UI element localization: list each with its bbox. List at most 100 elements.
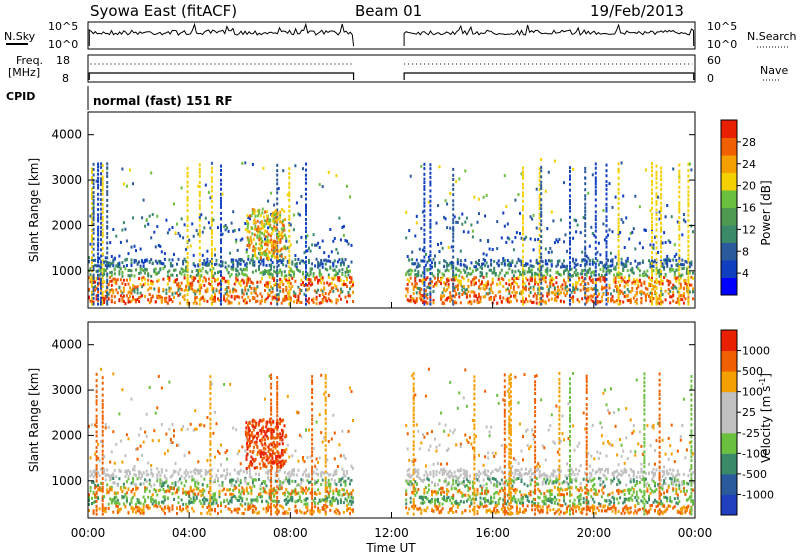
echo-cell [506,287,509,291]
echo-cell [278,234,281,238]
echo-cell [470,272,473,276]
echo-cell [573,218,576,222]
echo-cell [453,286,456,290]
echo-cell [220,509,222,513]
echo-cell [555,238,558,242]
echo-cell [408,258,411,262]
echo-cell [254,498,257,502]
echo-cell [244,502,247,506]
echo-cell [667,288,670,291]
echo-cell [195,296,198,299]
echo-cell [186,289,189,292]
echo-cell [443,215,446,219]
echo-cell [274,293,277,297]
echo-cell [523,286,526,290]
echo-cell [467,271,470,275]
echo-cell [210,170,213,174]
echo-cell [200,273,203,277]
echo-cell [88,502,90,506]
echo-cell [186,302,189,306]
echo-cell [493,270,496,274]
echo-cell [232,265,235,269]
echo-cell [318,271,321,275]
echo-cell [160,468,163,472]
echo-cell [429,263,432,267]
echo-cell [462,263,465,267]
echo-cell [452,286,455,289]
echo-cell [198,240,201,244]
echo-cell [221,260,224,264]
echo-cell [569,293,571,297]
echo-cell [522,255,524,259]
echo-cell [452,213,455,217]
echo-cell [605,206,608,210]
echo-cell [584,296,587,300]
echo-cell [198,499,201,503]
echo-cell [458,295,461,299]
echo-cell [174,268,177,272]
echo-cell [502,257,505,260]
echo-cell [251,226,254,230]
echo-cell [288,229,291,233]
echo-cell [660,183,663,187]
echo-cell [640,301,643,305]
echo-cell [625,262,628,266]
echo-cell [272,229,275,233]
echo-cell [417,264,420,268]
echo-cell [493,269,496,273]
echo-cell [660,201,663,205]
echo-cell [292,300,295,304]
echo-cell [569,273,571,277]
echo-cell [423,232,426,236]
echo-cell [497,274,500,278]
echo-cell [109,486,112,489]
echo-cell [204,216,207,220]
echo-cell [210,502,213,506]
echo-cell [273,278,276,282]
echo-cell [209,485,212,489]
echo-cell [103,471,106,474]
echo-cell [520,273,523,277]
echo-cell [305,212,307,216]
echo-cell [569,256,571,260]
echo-cell [97,488,100,491]
echo-cell [679,276,682,280]
echo-cell [429,208,432,212]
echo-cell [256,498,259,502]
echo-cell [311,262,314,266]
echo-cell [95,469,98,473]
echo-cell [106,246,109,250]
echo-cell [115,442,118,446]
echo-cell [547,250,550,254]
echo-cell [423,266,426,269]
echo-cell [582,287,585,291]
echo-cell [168,228,171,232]
echo-cell [156,505,159,509]
echo-cell [168,258,171,262]
echo-cell [185,502,188,506]
echo-cell [97,168,100,172]
echo-cell [210,302,213,306]
echo-cell [320,273,323,276]
echo-cell [217,226,219,230]
echo-cell [92,491,95,494]
echo-cell [186,252,189,255]
echo-cell [212,480,215,484]
echo-cell [569,251,571,255]
echo-cell [159,474,162,477]
echo-cell [655,164,658,168]
echo-cell [276,300,279,304]
echo-cell [118,286,121,290]
echo-cell [517,285,520,289]
echo-cell [98,488,101,492]
echo-cell [106,190,109,193]
echo-cell [563,240,565,244]
echo-cell [493,259,496,263]
echo-cell [455,220,458,224]
echo-cell [537,283,540,286]
echo-cell [95,264,98,268]
echo-cell [312,300,315,304]
echo-cell [189,486,192,490]
echo-cell [289,274,292,277]
echo-cell [92,182,95,186]
